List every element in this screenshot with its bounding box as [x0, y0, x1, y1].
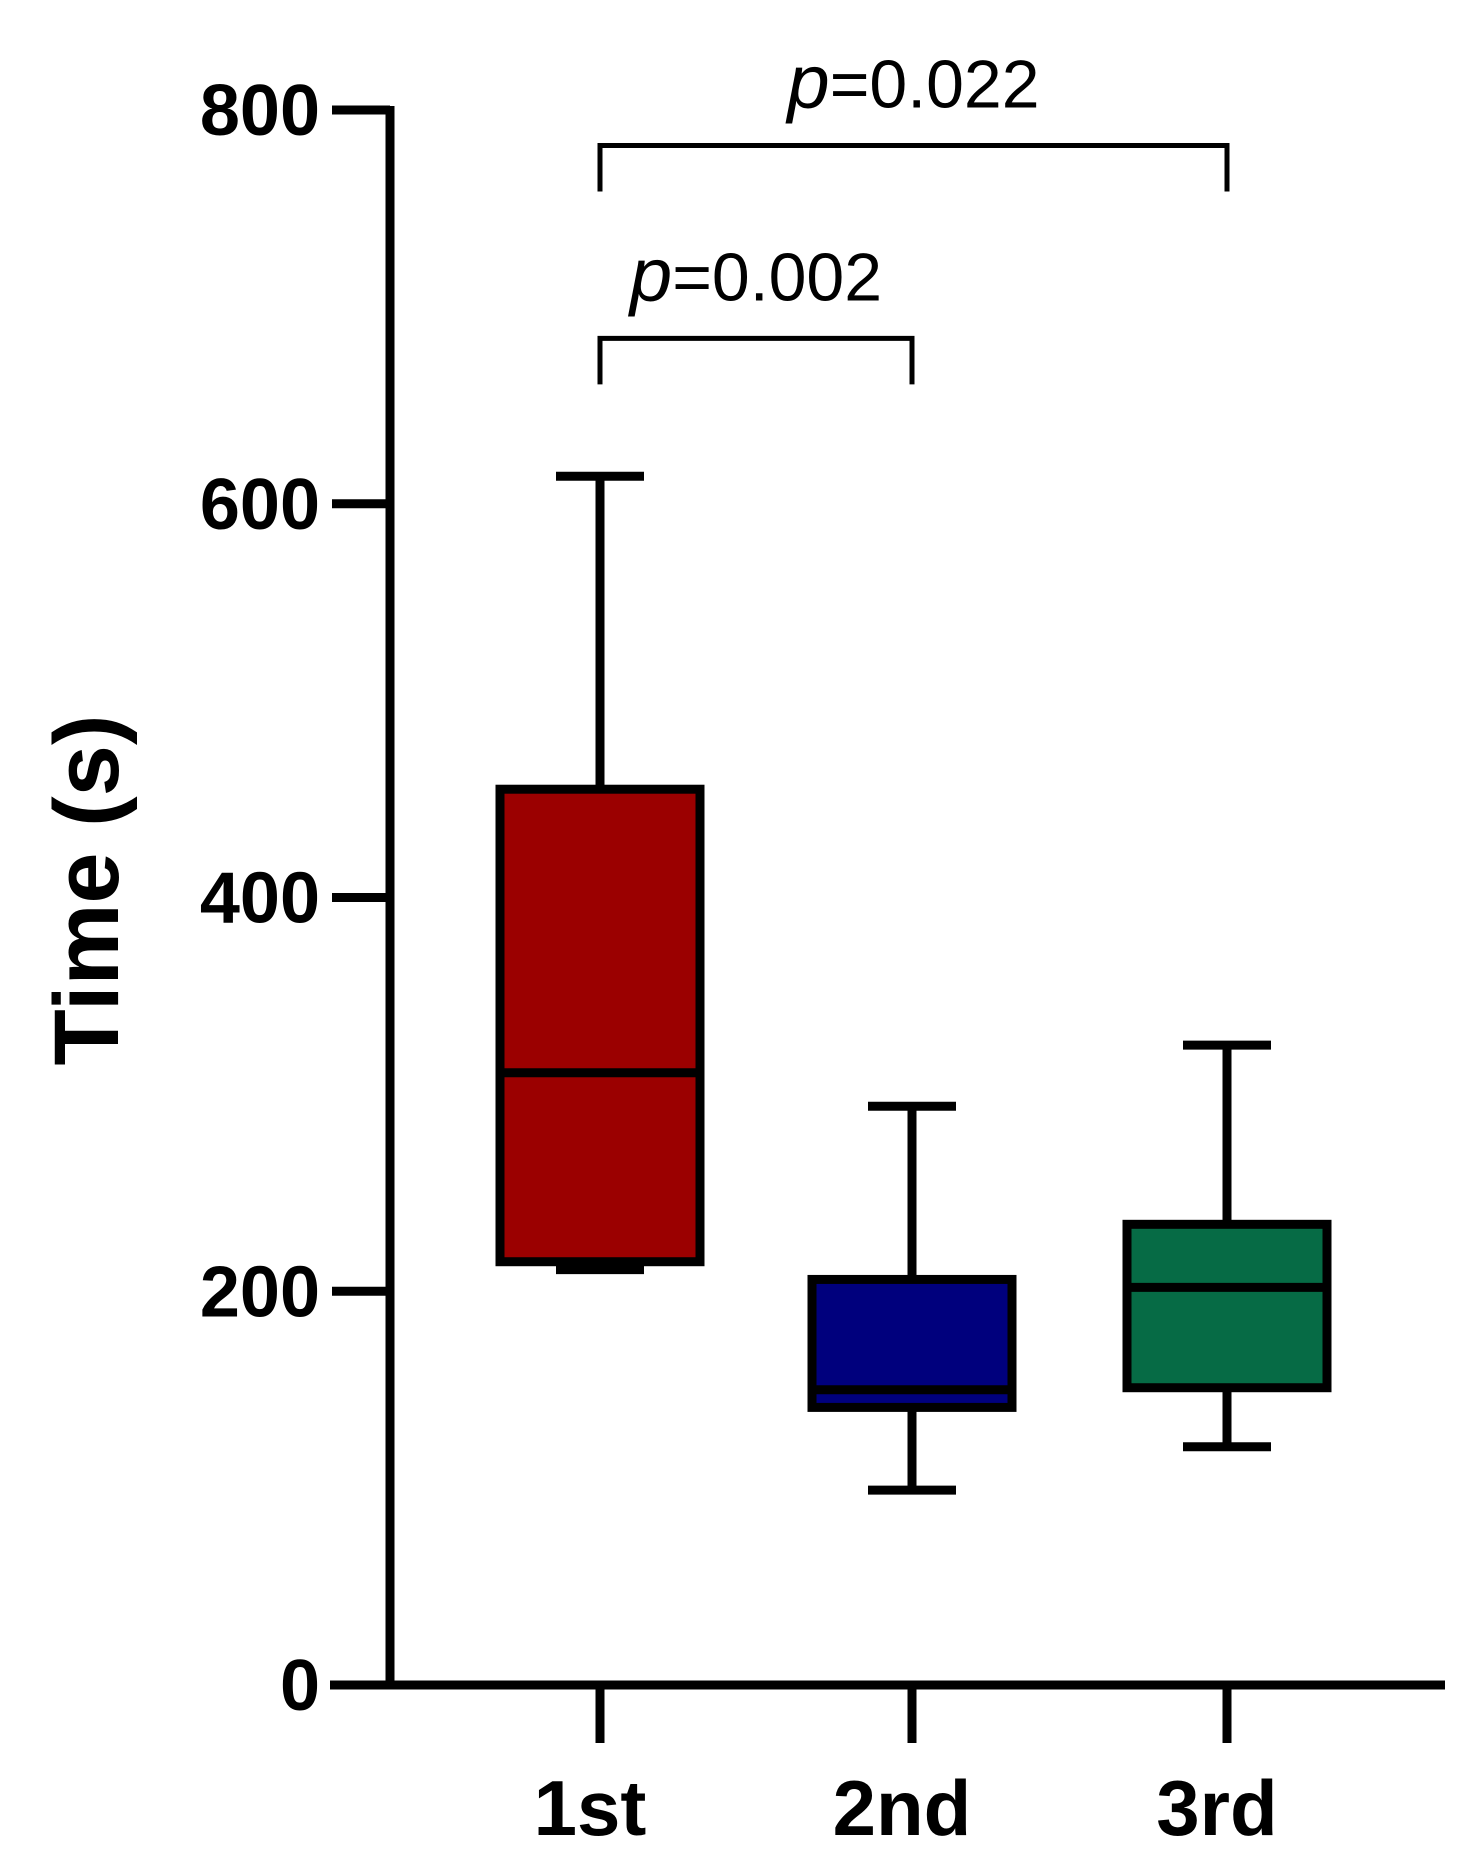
y-tick-label: 200	[200, 1252, 320, 1332]
p-value-label: p=0.022	[785, 39, 1039, 124]
y-axis-title: Time (s)	[36, 714, 138, 1065]
axes: 0 200 400 600 800 1st 2nd 3rd	[200, 71, 1445, 1852]
boxes	[495, 471, 1332, 1495]
box-2nd	[807, 1101, 1017, 1495]
comparison-bracket: p=0.022	[597, 39, 1230, 192]
p-value-label: p=0.002	[628, 232, 882, 317]
iqr-box	[495, 784, 705, 1267]
x-tick-label: 2nd	[833, 1764, 972, 1852]
p-value: =0.002	[672, 239, 882, 315]
iqr-box	[1122, 1219, 1332, 1393]
y-tick-label: 400	[200, 859, 320, 939]
y-tick-label: 0	[280, 1646, 320, 1726]
box-3rd	[1122, 1040, 1332, 1452]
box-1st	[495, 471, 705, 1275]
comparison-bracket: p=0.002	[597, 232, 915, 385]
bracket-line	[597, 142, 1230, 192]
x-tick-label: 3rd	[1156, 1764, 1277, 1852]
bracket-line	[597, 335, 915, 385]
x-tick-label: 1st	[534, 1764, 647, 1852]
p-symbol: p	[785, 39, 829, 124]
y-tick-label: 600	[200, 465, 320, 545]
y-tick-label: 800	[200, 71, 320, 151]
p-symbol: p	[628, 232, 672, 317]
p-value: =0.022	[830, 46, 1040, 122]
